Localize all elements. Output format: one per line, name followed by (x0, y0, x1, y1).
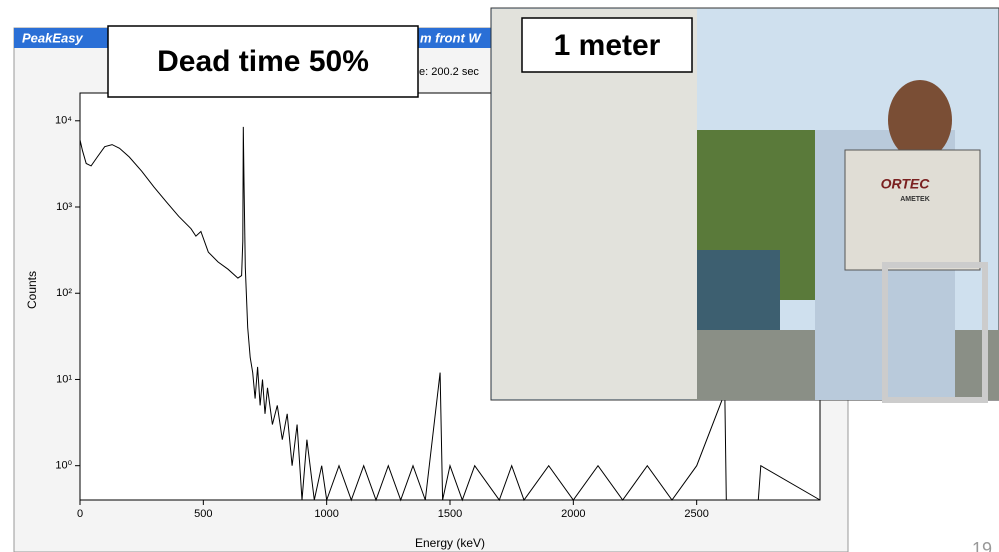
y-tick-label: 10³ (56, 201, 72, 213)
x-tick-label: 0 (77, 508, 83, 520)
plot: 0 500 1000 1500 2000 2500 10⁰ 10¹ 10² 10³ 10⁴ (55, 115, 821, 520)
photo-brand: ORTEC (881, 176, 931, 192)
photo: ORTEC AMETEK (490, 7, 999, 403)
callout-text: 1 meter (554, 29, 661, 62)
photo-wall (492, 9, 697, 399)
x-tick-label: 500 (194, 508, 212, 520)
y-tick-label: 10⁴ (55, 115, 72, 127)
callout-box (521, 17, 693, 73)
y-tick-label: 10¹ (56, 373, 72, 385)
live-time: e: 200.2 sec (419, 66, 479, 78)
y-axis-label: Counts (25, 271, 39, 309)
window-title: PeakEasy (22, 30, 83, 45)
page-number: 19 (972, 539, 992, 552)
window-title-fragment: m front W (420, 30, 482, 45)
x-tick-label: 2500 (684, 508, 708, 520)
photo-sub-brand: AMETEK (900, 196, 930, 203)
photo-container (690, 250, 780, 330)
photo-head (888, 80, 952, 160)
x-tick-label: 1000 (314, 508, 338, 520)
x-axis-label: Energy (keV) (415, 536, 485, 550)
spectrum-line (79, 126, 821, 502)
photo-tripod (882, 262, 988, 403)
y-tick-label: 10² (56, 287, 72, 299)
photo-detector (844, 149, 981, 271)
x-tick-label: 2000 (561, 508, 585, 520)
callout-box (107, 25, 419, 98)
y-tick-label: 10⁰ (55, 460, 72, 472)
callout-text: Dead time 50% (157, 45, 369, 78)
x-tick-label: 1500 (438, 508, 462, 520)
